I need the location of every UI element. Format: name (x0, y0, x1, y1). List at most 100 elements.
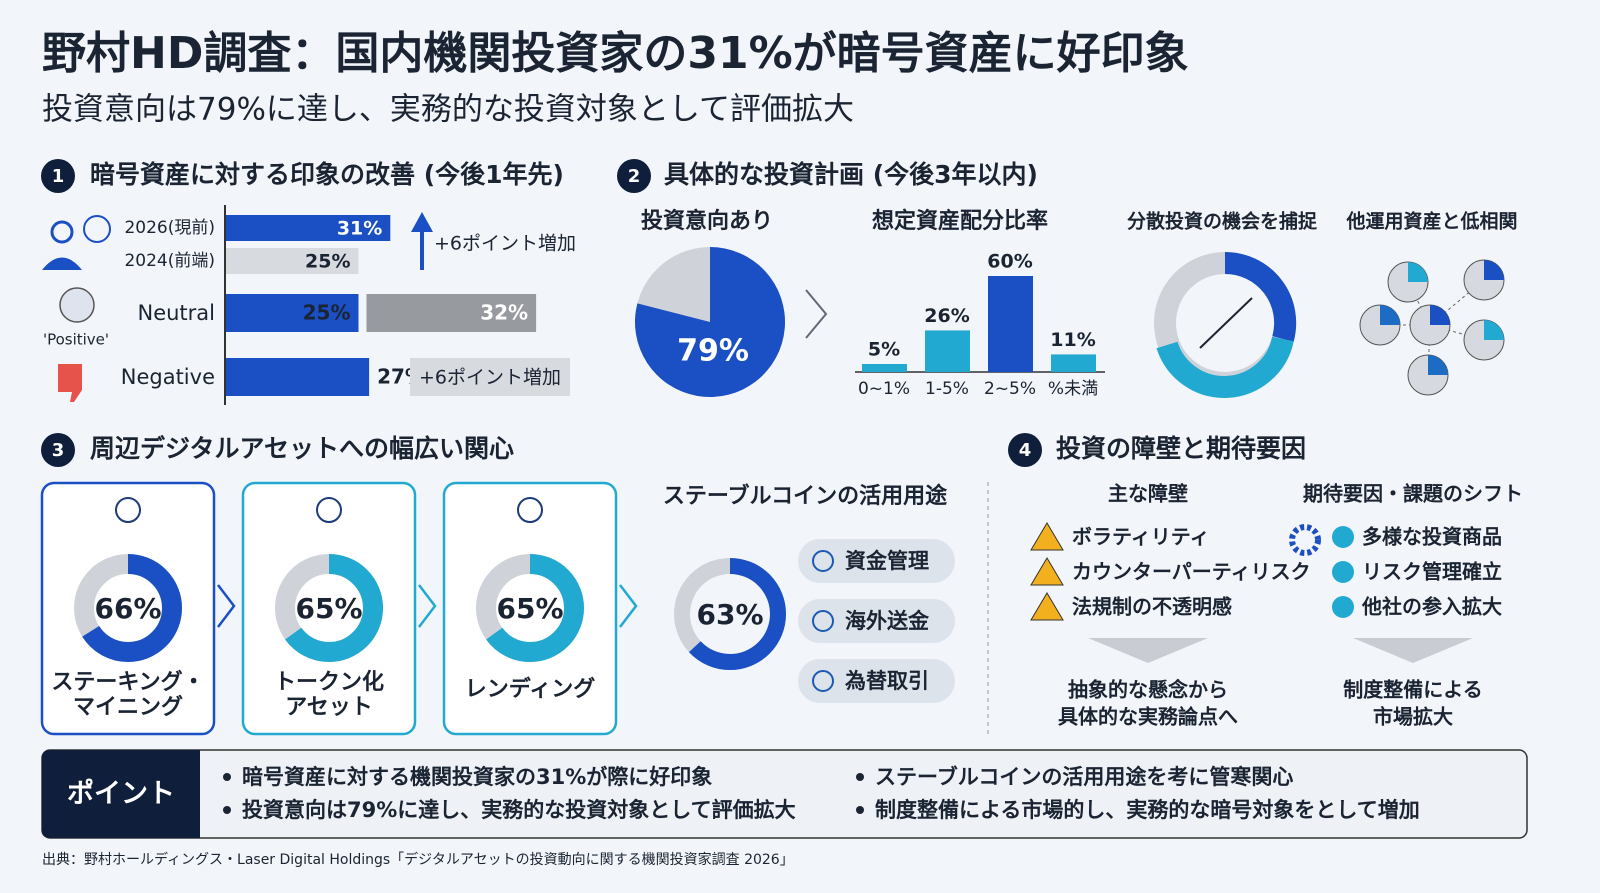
point-item: ステーブルコインの活用用途を考に管寒関心 (875, 765, 1293, 789)
diagonal-arrow (1199, 297, 1253, 349)
sub-heading: 分散投資の機会を捕捉 (1127, 210, 1318, 233)
point-item: 投資意向は79%に達し、実務的な投資対象として評価拡大 (242, 798, 796, 822)
section-badge (617, 159, 651, 193)
warning-icon (1030, 592, 1064, 621)
pie-slice (635, 247, 786, 398)
conclusion: 抽象的な懸念から (1068, 678, 1228, 702)
category-label: 0~1% (858, 379, 910, 399)
card-label: レンディング (465, 676, 595, 702)
section-heading: 周辺デジタルアセットへの幅広い関心 (90, 434, 514, 463)
down-arrow (1353, 638, 1473, 663)
column-heading: 期待要因・課題のシフト (1303, 482, 1523, 506)
category-label: 1-5% (925, 379, 969, 399)
points-label-bg (42, 750, 200, 838)
section-heading: 暗号資産に対する印象の改善 (今後1年先) (90, 160, 564, 189)
list-item: 他社の参入拡大 (1361, 595, 1502, 619)
bar (226, 248, 359, 274)
bar (366, 294, 537, 332)
arrow-note: +6ポイント増加 (434, 233, 576, 255)
point-item: 暗号資産に対する機関投資家の31%が際に好印象 (242, 765, 712, 789)
conclusion: 制度整備による (1343, 678, 1482, 702)
donut-segment (674, 558, 786, 670)
points-label: ポイント (67, 779, 175, 810)
use-label: 海外送金 (845, 609, 930, 633)
bar-label: 31% (337, 218, 382, 240)
list-item: 多様な投資商品 (1362, 525, 1502, 549)
section-badge (1008, 433, 1042, 467)
bar (1051, 354, 1096, 372)
point-item: 制度整備による市場的し、実務的な暗号対象をとして増加 (875, 798, 1420, 822)
check-icon (1332, 596, 1354, 618)
sub-heading: 投資意向あり (641, 208, 773, 234)
bar (226, 294, 359, 332)
sub-heading: ステーブルコインの活用用途 (663, 483, 948, 509)
down-arrow (1088, 638, 1208, 663)
warning-icon (1030, 522, 1064, 551)
list-item: リスク管理確立 (1362, 560, 1502, 584)
person-icon (42, 257, 82, 270)
list-item: 法規制の不透明感 (1072, 595, 1232, 619)
use-icon (812, 550, 834, 572)
list-item: カウンターパーティリスク (1072, 560, 1311, 584)
network-node-slice (1380, 305, 1400, 325)
card-label: アセット (285, 695, 373, 720)
bar-label: 25% (303, 301, 351, 325)
category-label: %未満 (1048, 379, 1098, 399)
bar (226, 215, 391, 241)
section-heading: 具体的な投資計画 (今後3年以内) (664, 160, 1038, 189)
donut-label: 65% (496, 592, 563, 625)
check-icon (1332, 561, 1354, 583)
card (241, 481, 417, 736)
card (442, 481, 618, 736)
bullet (223, 806, 231, 814)
section-badge (41, 159, 75, 193)
use-icon (812, 610, 834, 632)
section-number: 3 (52, 440, 65, 461)
donut-segment (74, 554, 182, 662)
row-label: Negative (121, 365, 215, 389)
bar (925, 330, 970, 372)
chevron (217, 584, 236, 628)
up-arrow (411, 212, 433, 270)
thumb-down-icon (58, 364, 82, 402)
bar-label: 60% (987, 251, 1032, 273)
donut-segment (275, 554, 383, 662)
chevron (619, 584, 638, 628)
bar-label: 26% (924, 305, 969, 327)
column-heading: 主な障壁 (1108, 482, 1188, 506)
coin-icon (115, 497, 141, 523)
subtitle: 投資意向は79%に達し、実務的な投資対象として評価拡大 (42, 92, 854, 128)
smiley-icon (59, 287, 95, 323)
bullet (223, 773, 231, 781)
gear-icon (1289, 524, 1321, 556)
sub-heading: 他運用資産と低相関 (1345, 210, 1517, 233)
use-label: 資金管理 (845, 549, 929, 573)
person-icon (50, 220, 74, 244)
source: 出典：野村ホールディングス・Laser Digital Holdings「デジタ… (42, 851, 794, 868)
bullet (856, 773, 864, 781)
card-label: ステーキング・ (51, 669, 204, 695)
donut-label: 63% (696, 598, 763, 631)
icon-label: 'Positive' (43, 331, 109, 349)
row-label: Neutral (137, 301, 215, 325)
donut-label: 66% (94, 592, 161, 625)
title: 野村HD調査：国内機関投資家の31%が暗号資産に好印象 (42, 28, 1189, 79)
row-label: 2026(現前) (124, 218, 215, 238)
bar-label: 32% (480, 301, 528, 325)
network-node-slice (1484, 260, 1504, 280)
note: +6ポイント増加 (419, 367, 561, 389)
section-heading: 投資の障壁と期待要因 (1056, 434, 1306, 463)
bar-label: 5% (868, 339, 900, 361)
donut-label: 65% (295, 592, 362, 625)
chevron (418, 584, 437, 628)
coin-icon (316, 497, 342, 523)
donut-segment (476, 554, 584, 662)
use-pill (798, 539, 955, 583)
network-node-slice (1430, 305, 1450, 325)
warning-icon (1030, 557, 1064, 586)
donut-segment (1156, 336, 1294, 398)
use-icon (812, 670, 834, 692)
category-label: 2~5% (984, 379, 1036, 399)
check-icon (1332, 526, 1354, 548)
section-number: 2 (628, 166, 641, 187)
